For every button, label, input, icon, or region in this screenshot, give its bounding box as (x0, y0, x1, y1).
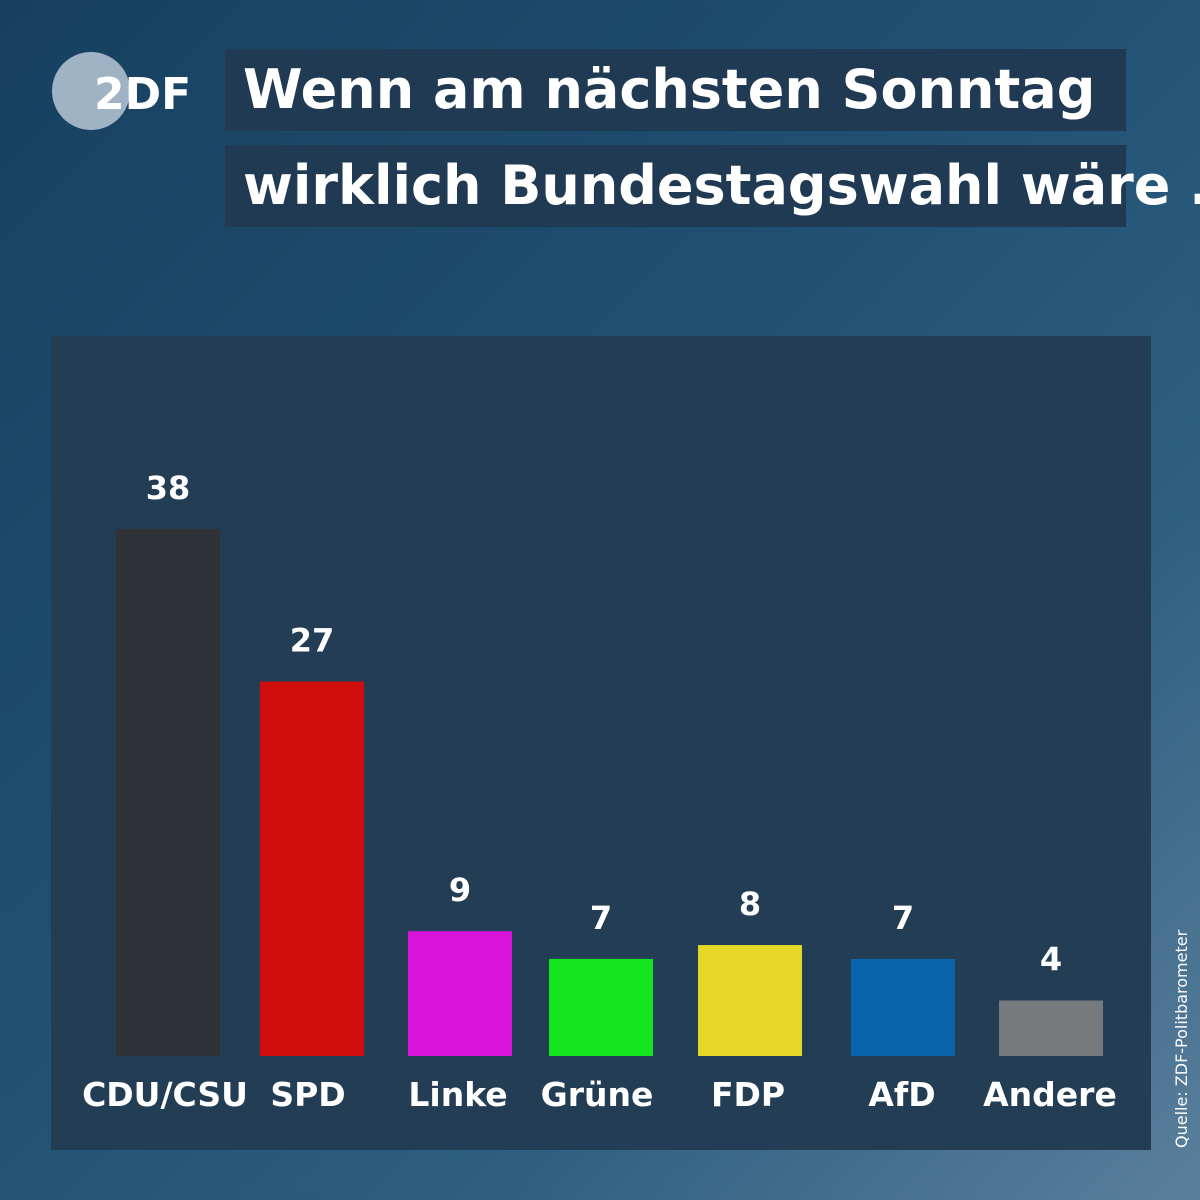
chart-panel: 38 CDU/CSU 27 SPD 9 Linke 7 Grüne 8 FDP 7 AfD 4 Ander… (51, 336, 1151, 1150)
value-label-grüne: 7 (590, 899, 612, 937)
category-label-grüne: Grüne (541, 1075, 654, 1114)
bar-grüne (549, 958, 653, 1056)
zdf-logo-mark: 2DF (52, 52, 191, 130)
zdf-logo: 2DF (52, 52, 192, 130)
bar-fdp (698, 945, 802, 1056)
category-label-afd: AfD (868, 1075, 935, 1114)
value-label-afd: 7 (892, 899, 914, 937)
value-label-spd: 27 (290, 622, 335, 660)
bar-andere (999, 1000, 1103, 1056)
value-label-fdp: 8 (739, 885, 761, 923)
bar-chart: 38 CDU/CSU 27 SPD 9 Linke 7 Grüne 8 FDP 7 AfD 4 Ander… (82, 469, 1117, 1114)
value-label-linke: 9 (449, 871, 471, 909)
title-line-2: wirklich Bundestagswahl wäre ... (225, 145, 1200, 227)
zdf-logo-text: 2DF (94, 69, 191, 120)
bar-spd (260, 681, 364, 1056)
title-line-1: Wenn am nächsten Sonntag (225, 49, 1126, 131)
category-label-cdu-csu: CDU/CSU (82, 1075, 248, 1114)
category-label-linke: Linke (408, 1075, 507, 1114)
value-label-cdu-csu: 38 (146, 469, 191, 507)
category-label-fdp: FDP (711, 1075, 785, 1114)
zdf-logo-circle (52, 52, 130, 130)
bar-afd (851, 958, 955, 1056)
category-label-andere: Andere (983, 1075, 1117, 1114)
category-label-spd: SPD (270, 1075, 345, 1114)
source-note: Quelle: ZDF-Politbarometer (1172, 929, 1191, 1148)
bar-cdu-csu (116, 529, 220, 1056)
bar-linke (408, 931, 512, 1056)
value-label-andere: 4 (1040, 941, 1062, 979)
